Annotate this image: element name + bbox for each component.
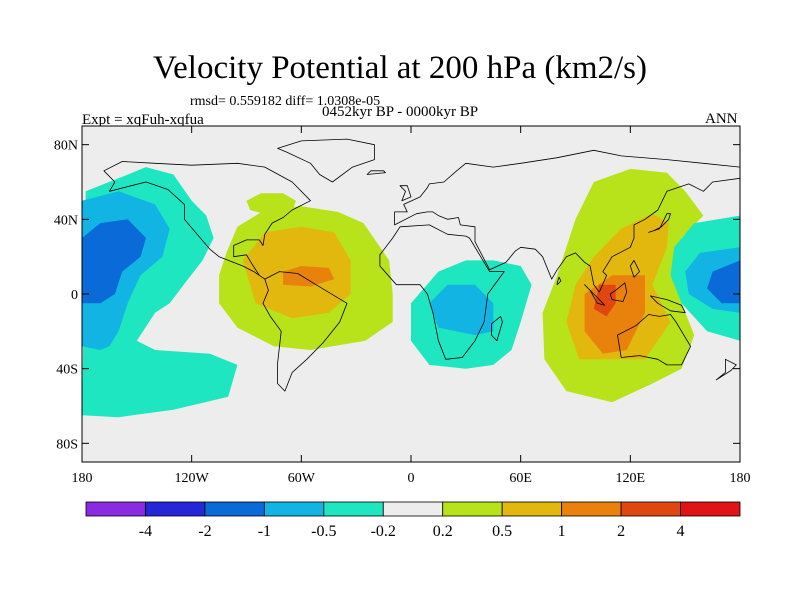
colorbar-label: -2 — [198, 523, 211, 540]
contour-region — [429, 284, 494, 336]
lon-tick-label: 0 — [408, 471, 415, 486]
colorbar-label: 0.2 — [433, 523, 453, 540]
lon-tick-label: 60E — [509, 471, 532, 486]
colorbar-swatch — [620, 501, 681, 517]
coastline — [379, 224, 505, 360]
stats-label: rmsd= 0.559182 diff= 1.0308e-05 — [190, 94, 381, 109]
colorbar-swatch — [382, 501, 444, 517]
colorbar-swatch — [501, 501, 563, 517]
coastline — [394, 149, 740, 293]
contour-region — [246, 193, 296, 216]
colorbar-swatch — [263, 501, 325, 517]
colorbar-swatch — [561, 501, 622, 517]
colorbar-label: 4 — [677, 523, 685, 540]
coastline — [103, 161, 311, 280]
coastline — [617, 314, 691, 366]
lon-tick-label: 180 — [72, 471, 93, 486]
coastline — [629, 260, 640, 278]
contour-region — [82, 219, 146, 304]
coastline — [584, 284, 606, 306]
lon-tick-label: 120W — [175, 471, 210, 486]
coastline — [648, 213, 671, 233]
period-label: 0452kyr BP - 0000kyr BP — [322, 104, 479, 120]
season-label: ANN — [705, 111, 738, 127]
contour-layer — [82, 167, 740, 418]
experiment-label: Expt = xqFuh-xqfua — [82, 112, 204, 128]
coastline — [491, 316, 503, 342]
colorbar-swatch — [145, 501, 206, 517]
contour-region — [707, 260, 740, 304]
colorbar-swatch — [323, 501, 384, 517]
lat-tick-label: 40N — [54, 213, 78, 228]
colorbar-swatch — [85, 501, 146, 517]
coastline — [556, 276, 562, 286]
colorbar-swatch — [204, 501, 265, 517]
lon-tick-label: 60W — [288, 471, 316, 486]
coastline — [262, 271, 348, 392]
colorbar-label: 2 — [617, 523, 625, 540]
coastline — [609, 282, 628, 302]
colorbar-label: -1 — [258, 523, 271, 540]
contour-region — [283, 266, 335, 287]
colorbar-label: -0.2 — [371, 523, 396, 540]
coastline — [366, 170, 386, 175]
colorbar-label: 1 — [558, 523, 566, 540]
contour-region — [593, 284, 616, 317]
coastline-layer — [103, 138, 740, 392]
colorbar-swatch — [680, 501, 741, 517]
lon-tick-label: 180 — [730, 471, 751, 486]
lat-tick-label: 0 — [71, 288, 78, 303]
colorbar-label: 0.5 — [492, 523, 512, 540]
chart-title: Velocity Potential at 200 hPa (km2/s) — [152, 50, 648, 86]
lon-tick-label: 120E — [616, 471, 646, 486]
colorbar-label: -4 — [139, 523, 152, 540]
lat-tick-label: 40S — [56, 363, 78, 378]
coastline — [715, 358, 737, 381]
colorbar-swatch — [442, 501, 503, 517]
lat-tick-label: 80N — [54, 139, 78, 154]
lat-tick-label: 80S — [56, 437, 78, 452]
coastline — [399, 185, 412, 202]
coastline — [277, 138, 375, 183]
coastline — [650, 295, 686, 314]
colorbar-label: -0.5 — [311, 523, 336, 540]
